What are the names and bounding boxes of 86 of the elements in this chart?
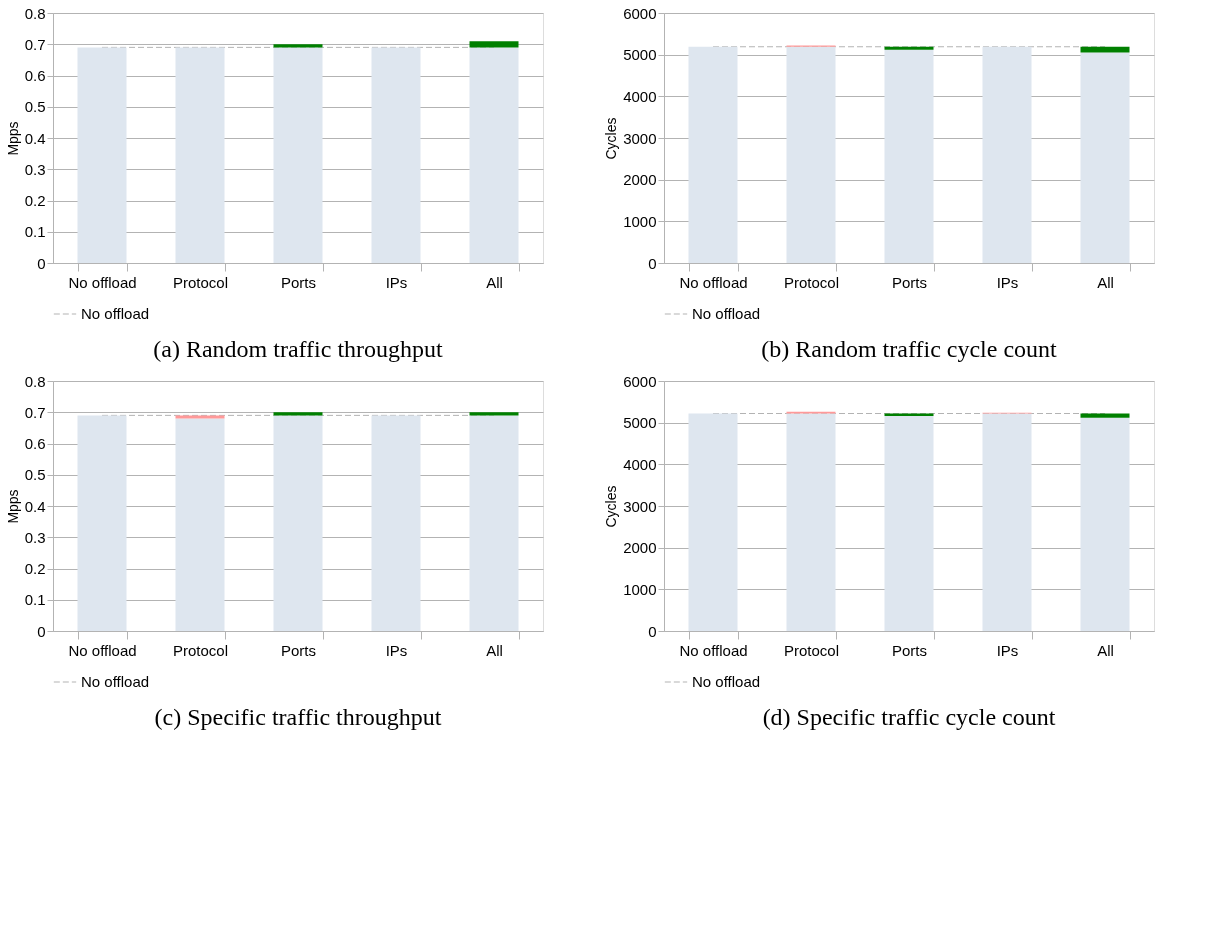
y-tick-label: 0.5 [24, 98, 46, 116]
bar [273, 44, 323, 48]
x-tick-label: IPs [996, 273, 1019, 291]
y-tick-label: 5000 [623, 46, 657, 64]
x-tick-label: IPs [385, 273, 408, 291]
y-axis-title: Cycles [603, 485, 620, 528]
x-tick-label: IPs [385, 641, 408, 659]
bar [469, 41, 519, 48]
y-tick-label: 0.2 [24, 560, 46, 577]
bar [469, 415, 519, 631]
y-axis-title: Mpps [4, 121, 21, 156]
bar [688, 46, 738, 263]
bar [469, 47, 519, 263]
x-tick-label: All [486, 273, 503, 291]
x-tick-label: Ports [280, 641, 317, 659]
y-tick-label: 0.8 [24, 372, 46, 390]
x-tick-label: All [1097, 273, 1114, 291]
y-tick-label: 0.3 [24, 528, 46, 546]
x-tick-label: Ports [891, 273, 928, 291]
y-tick-label: 0.4 [24, 497, 46, 515]
y-tick-label: 0.4 [24, 129, 46, 147]
legend-label: No offload [692, 673, 761, 690]
bar [77, 47, 127, 263]
bar [371, 47, 421, 263]
bar [175, 415, 225, 419]
x-tick-label: Protocol [783, 641, 840, 659]
x-tick-label: No offload [679, 641, 748, 659]
y-tick-label: 0.1 [24, 591, 46, 609]
y-tick-label: 0.7 [24, 403, 46, 421]
bar [77, 415, 127, 631]
y-tick-label: 6000 [623, 372, 657, 390]
text: (b) Random traffic cycle count [761, 336, 1058, 362]
x-tick-label: All [1097, 641, 1114, 659]
y-tick-label: 0.8 [24, 4, 46, 22]
legend-label: No offload [81, 673, 150, 690]
y-tick-label: 0.6 [24, 67, 46, 84]
y-tick-label: 0.3 [24, 160, 46, 178]
x-tick-label: Protocol [172, 273, 229, 291]
y-tick-label: 1000 [623, 212, 657, 230]
y-tick-label: 2000 [623, 539, 657, 557]
x-tick-label: Ports [891, 641, 928, 659]
y-axis-title: Mpps [4, 489, 21, 524]
text: (c) Specific traffic throughput [154, 704, 442, 730]
bar [1080, 52, 1130, 263]
x-tick-label: Ports [280, 273, 317, 291]
bar [273, 47, 323, 263]
text: (a) Random traffic throughput [153, 336, 444, 362]
bar [273, 412, 323, 416]
y-tick-label: 0.5 [24, 466, 46, 484]
y-tick-label: 0 [37, 254, 46, 272]
x-tick-label: No offload [68, 273, 137, 291]
y-tick-label: 0 [648, 622, 657, 640]
bar [371, 415, 421, 631]
y-tick-label: 3000 [623, 497, 657, 515]
bar [1080, 46, 1130, 53]
x-tick-label: All [486, 641, 503, 659]
x-tick-label: No offload [68, 641, 137, 659]
x-tick-label: IPs [996, 641, 1019, 659]
legend-label: No offload [692, 305, 761, 322]
bar [884, 46, 934, 50]
bar [982, 46, 1032, 263]
y-tick-label: 2000 [623, 171, 657, 189]
y-tick-label: 5000 [623, 414, 657, 432]
text: (d) Specific traffic cycle count [762, 704, 1056, 730]
y-tick-label: 3000 [623, 129, 657, 147]
bar [273, 415, 323, 631]
y-tick-label: 1000 [623, 580, 657, 598]
y-tick-label: 0 [37, 622, 46, 640]
x-tick-label: Protocol [783, 273, 840, 291]
y-tick-label: 4000 [623, 87, 657, 105]
bar [175, 418, 225, 631]
x-tick-label: Protocol [172, 641, 229, 659]
bar [175, 47, 225, 263]
y-tick-label: 0 [648, 254, 657, 272]
bar [884, 49, 934, 263]
y-tick-label: 0.1 [24, 223, 46, 241]
x-tick-label: No offload [679, 273, 748, 291]
y-tick-label: 6000 [623, 4, 657, 22]
y-tick-label: 4000 [623, 455, 657, 473]
bar [469, 412, 519, 416]
y-tick-label: 0.6 [24, 435, 46, 452]
y-tick-label: 0.7 [24, 35, 46, 53]
y-tick-label: 0.2 [24, 192, 46, 209]
legend-label: No offload [81, 305, 150, 322]
bar [786, 46, 836, 263]
y-axis-title: Cycles [603, 117, 620, 160]
